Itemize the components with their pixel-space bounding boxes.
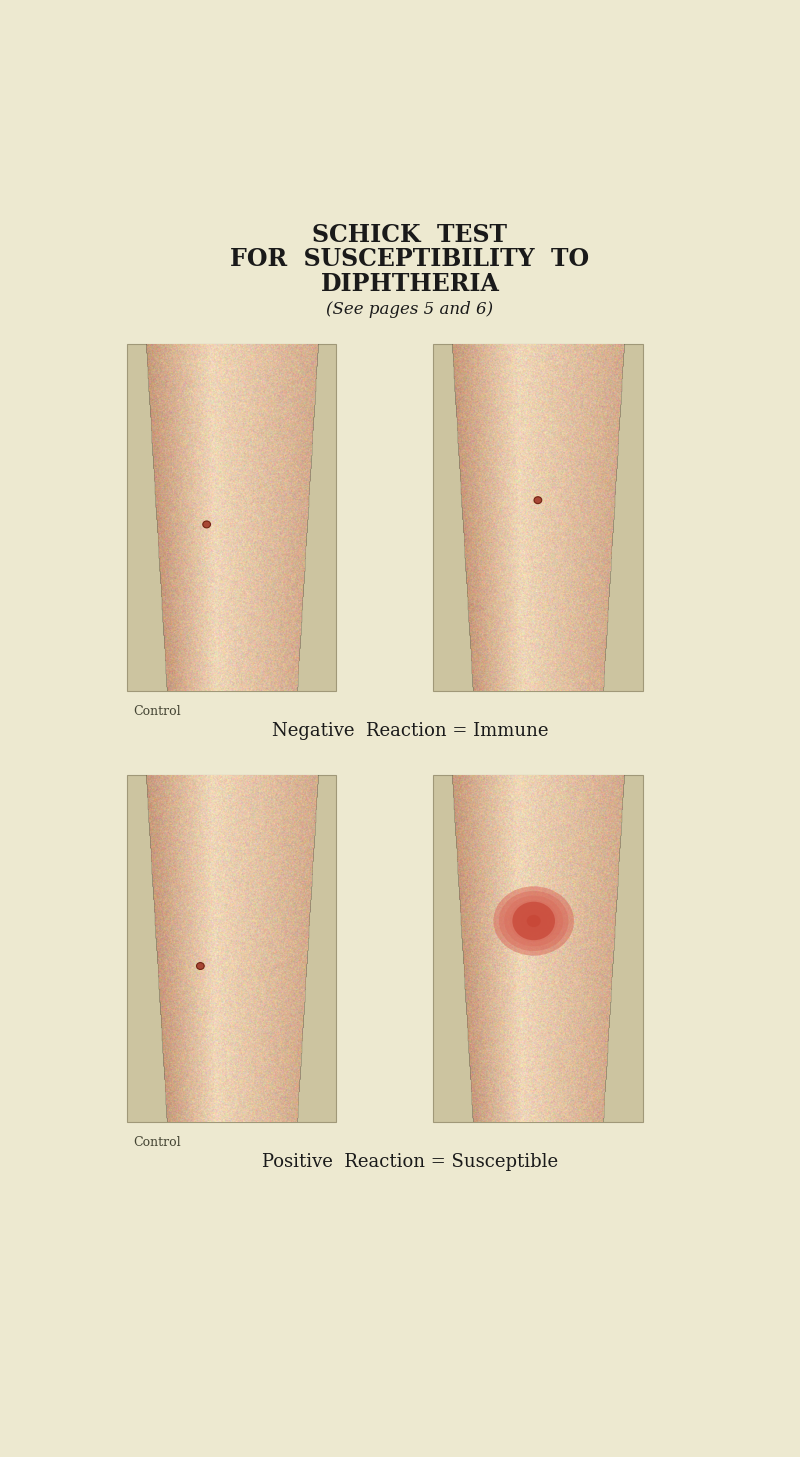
- Bar: [127, 775, 336, 1122]
- Text: FOR  SUSCEPTIBILITY  TO: FOR SUSCEPTIBILITY TO: [230, 248, 590, 271]
- Ellipse shape: [526, 915, 541, 927]
- Ellipse shape: [521, 909, 547, 932]
- Bar: [434, 775, 642, 1122]
- Ellipse shape: [512, 902, 555, 940]
- Ellipse shape: [499, 890, 569, 951]
- Ellipse shape: [494, 886, 574, 956]
- Bar: [127, 344, 336, 691]
- Bar: [434, 344, 642, 691]
- Ellipse shape: [197, 963, 204, 969]
- Ellipse shape: [510, 900, 558, 941]
- Text: SCHICK  TEST: SCHICK TEST: [313, 223, 507, 246]
- Ellipse shape: [504, 896, 563, 947]
- Ellipse shape: [202, 522, 210, 527]
- Text: (See pages 5 and 6): (See pages 5 and 6): [326, 302, 494, 318]
- Text: DIPHTHERIA: DIPHTHERIA: [321, 272, 499, 296]
- Text: Negative  Reaction = Immune: Negative Reaction = Immune: [272, 721, 548, 740]
- Text: Control: Control: [134, 1136, 181, 1148]
- Ellipse shape: [534, 497, 542, 504]
- Text: Control: Control: [134, 705, 181, 718]
- Text: Positive  Reaction = Susceptible: Positive Reaction = Susceptible: [262, 1152, 558, 1171]
- Ellipse shape: [515, 905, 552, 937]
